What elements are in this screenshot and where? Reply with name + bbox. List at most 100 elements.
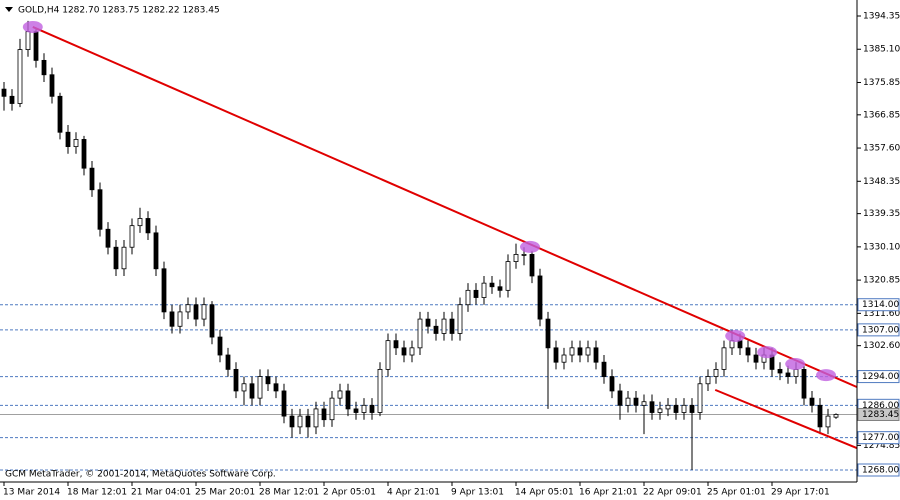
candle-body xyxy=(497,286,503,291)
y-tick-label: 1274.85 xyxy=(863,441,900,451)
candle-body xyxy=(553,347,559,363)
y-tick-label: 1311.60 xyxy=(863,309,900,319)
plot-area xyxy=(0,20,858,471)
candle-body xyxy=(809,397,815,406)
x-tick-label: 22 Apr 09:01 xyxy=(643,488,702,498)
candle-body xyxy=(265,376,271,385)
price-label-box xyxy=(857,323,900,337)
candle-body xyxy=(473,289,479,298)
candle-body xyxy=(641,401,647,406)
candle-body xyxy=(249,383,255,399)
candle-body xyxy=(657,408,663,413)
candle-body xyxy=(153,232,159,270)
candle-body xyxy=(433,325,439,334)
candle-body xyxy=(577,347,583,356)
candle-body xyxy=(105,228,111,248)
candle-body xyxy=(145,218,151,234)
y-tick-label: 1385.10 xyxy=(863,45,900,55)
candle-body xyxy=(305,415,311,428)
candle-body xyxy=(513,254,519,262)
candle-body xyxy=(753,354,759,363)
candle-body xyxy=(361,404,367,413)
candle-body xyxy=(529,254,535,277)
candle-body xyxy=(817,404,823,428)
candle-body xyxy=(33,31,39,61)
candle-body xyxy=(585,347,591,356)
candle-body xyxy=(113,246,119,270)
candle-body xyxy=(9,95,15,104)
candle-body xyxy=(721,347,727,370)
x-tick-label: 28 Mar 12:01 xyxy=(259,488,319,498)
candle-body xyxy=(833,414,839,418)
candle-body xyxy=(289,415,295,428)
touch-marker xyxy=(22,20,43,33)
menu-arrow[interactable] xyxy=(5,7,13,12)
candle-body xyxy=(81,139,87,169)
candle-body xyxy=(49,74,55,97)
price-label-box xyxy=(857,431,900,445)
candle-body xyxy=(369,404,375,413)
candle-body xyxy=(25,31,31,51)
candle-body xyxy=(17,49,23,104)
price-label: 1268.00 xyxy=(862,465,899,475)
candle-body xyxy=(625,397,631,406)
candle-body xyxy=(505,261,511,291)
x-tick-label: 25 Mar 20:01 xyxy=(195,488,255,498)
copyright: GCM MetaTrader, © 2001-2014, MetaQuotes … xyxy=(5,470,276,480)
touch-marker xyxy=(520,240,540,253)
candle-body xyxy=(161,268,167,313)
candle-body xyxy=(257,376,263,399)
candle-body xyxy=(617,390,623,406)
candle-body xyxy=(89,167,95,191)
candle-body xyxy=(417,318,423,349)
y-tick-label: 1375.85 xyxy=(863,78,900,88)
candle-body xyxy=(129,225,135,248)
price-label: 1294.00 xyxy=(862,372,899,382)
candle-body xyxy=(137,218,143,227)
candle-body xyxy=(201,304,207,320)
trendline xyxy=(32,26,858,388)
candle-body xyxy=(121,246,127,270)
candle-body xyxy=(401,347,407,356)
candle-body xyxy=(601,361,607,377)
price-label: 1286.00 xyxy=(862,401,899,411)
candle-body xyxy=(689,404,695,413)
y-tick-label: 1394.35 xyxy=(863,12,900,22)
candle-body xyxy=(241,383,247,392)
candle-body xyxy=(777,368,783,374)
candle-body xyxy=(521,254,527,256)
candle-body xyxy=(225,354,231,370)
candle-body xyxy=(185,304,191,313)
y-tick-label: 1366.85 xyxy=(863,110,900,120)
candle-body xyxy=(681,404,687,413)
x-tick-label: 16 Apr 21:01 xyxy=(579,488,638,498)
candle-body xyxy=(385,340,391,370)
price-label: 1307.00 xyxy=(862,325,899,335)
price-label-box xyxy=(857,407,900,421)
candle-body xyxy=(297,415,303,428)
candle-body xyxy=(705,376,711,385)
candle-body xyxy=(65,131,71,148)
candle-body xyxy=(321,408,327,421)
candle-body xyxy=(569,347,575,356)
y-tick-label: 1302.60 xyxy=(863,341,900,351)
candle-body xyxy=(337,390,343,399)
candle-body xyxy=(441,318,447,334)
x-tick-label: 4 Apr 21:01 xyxy=(387,488,440,498)
candle-body xyxy=(465,289,471,306)
candle-body xyxy=(233,368,239,392)
x-tick-label: 14 Apr 05:01 xyxy=(515,488,574,498)
candle-body xyxy=(561,354,567,363)
touch-marker xyxy=(816,369,836,382)
candle-body xyxy=(409,347,415,356)
x-tick-label: 9 Apr 13:01 xyxy=(451,488,504,498)
price-label: 1283.45 xyxy=(862,410,899,420)
candle-body xyxy=(801,368,807,399)
candle-body xyxy=(593,347,599,363)
candle-body xyxy=(545,318,551,349)
trendline xyxy=(714,388,858,450)
candle-body xyxy=(329,397,335,421)
